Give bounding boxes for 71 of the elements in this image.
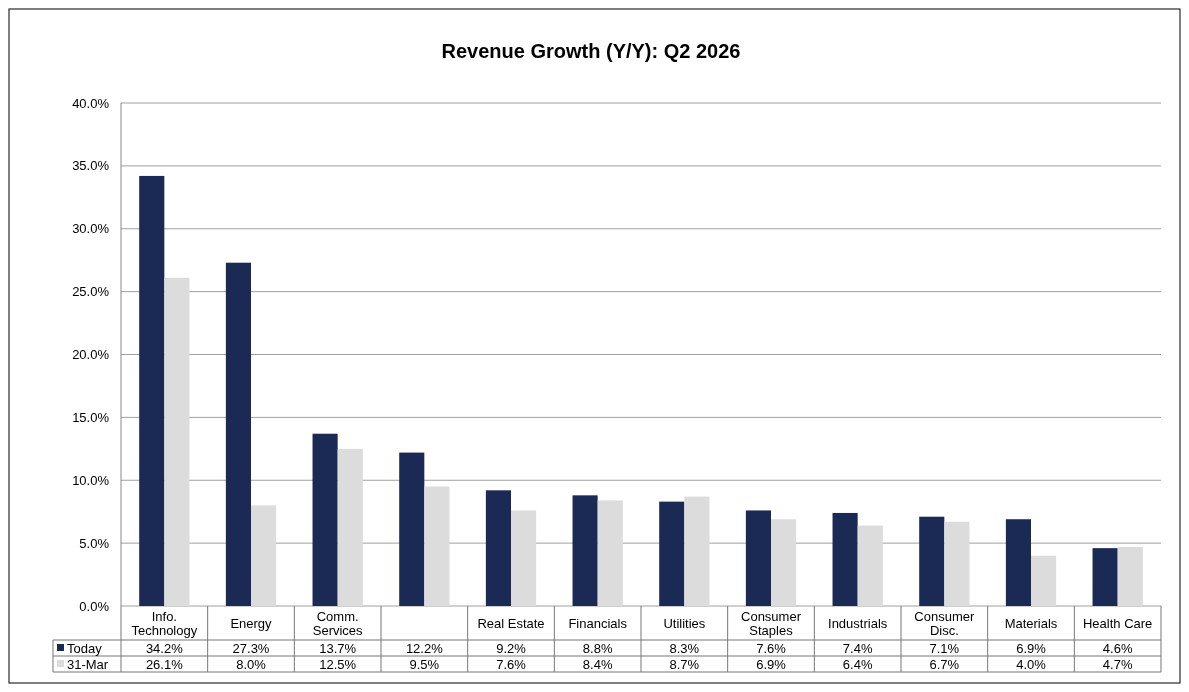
x-tick-label: Health Care	[1082, 615, 1153, 631]
x-tick-label: Industrials	[828, 615, 888, 631]
bar	[944, 521, 970, 606]
bar	[597, 500, 623, 606]
y-tick-label: 40.0%	[72, 95, 110, 111]
data-label: 8.4%	[582, 656, 613, 672]
y-tick-label: 0.0%	[79, 598, 110, 614]
bar	[1031, 555, 1057, 606]
data-label: 7.1%	[929, 640, 960, 656]
data-label: 8.3%	[669, 640, 700, 656]
x-tick-label: Energy	[230, 615, 273, 631]
bar	[312, 433, 338, 606]
bar	[511, 510, 537, 606]
data-label: 27.3%	[232, 640, 270, 656]
bar	[1005, 519, 1031, 606]
x-tick-label: Real Estate	[477, 615, 545, 631]
data-label: 8.7%	[669, 656, 700, 672]
bar	[857, 525, 883, 606]
x-tick-label: Utilities	[663, 615, 706, 631]
bar	[659, 501, 685, 606]
data-label: 13.7%	[319, 640, 357, 656]
data-label: 9.2%	[496, 640, 527, 656]
bar	[485, 490, 511, 606]
x-tick-label: Consumer Disc.	[914, 608, 975, 638]
data-label: 8.8%	[582, 640, 613, 656]
bar	[1117, 546, 1143, 606]
bar	[745, 510, 771, 606]
y-tick-label: 25.0%	[72, 284, 110, 300]
bar	[139, 175, 165, 606]
data-label: 7.6%	[756, 640, 787, 656]
chart-title: Revenue Growth (Y/Y): Q2 2026	[441, 40, 741, 62]
data-label: 12.2%	[405, 640, 444, 656]
bar	[251, 505, 277, 606]
bar	[832, 512, 858, 606]
y-tick-label: 10.0%	[72, 472, 110, 488]
bar	[399, 452, 425, 606]
data-label: 6.9%	[756, 656, 787, 672]
data-label: 26.1%	[145, 656, 184, 672]
bar	[225, 262, 251, 606]
bar	[684, 496, 710, 606]
data-label: 34.2%	[145, 640, 184, 656]
bar	[164, 277, 190, 606]
x-tick-label: Comm. Services	[312, 608, 364, 638]
x-tick-label: Materials	[1004, 615, 1058, 631]
data-label: 12.5%	[319, 656, 357, 672]
legend-label: Today	[67, 640, 103, 656]
bar	[919, 516, 945, 606]
data-label: 7.6%	[496, 656, 527, 672]
y-tick-label: 20.0%	[72, 347, 110, 363]
legend-label: 31-Mar	[67, 656, 109, 672]
data-label: 8.0%	[236, 656, 267, 672]
bar	[771, 519, 797, 606]
y-tick-label: 5.0%	[79, 535, 110, 551]
bar	[572, 495, 598, 606]
data-label: 6.9%	[1016, 640, 1047, 656]
x-tick-label: Financials	[568, 615, 628, 631]
x-tick-label: Consumer Staples	[741, 608, 802, 638]
y-tick-label: 35.0%	[72, 158, 110, 174]
data-label: 4.0%	[1016, 656, 1047, 672]
data-label: 4.7%	[1102, 656, 1133, 672]
y-tick-label: 30.0%	[72, 221, 110, 237]
data-label: 6.7%	[929, 656, 960, 672]
data-label: 7.4%	[842, 640, 873, 656]
data-label: 9.5%	[409, 656, 440, 672]
bar	[337, 448, 363, 606]
data-label: 6.4%	[842, 656, 873, 672]
y-tick-label: 15.0%	[72, 409, 110, 425]
x-tick-label: Info. Technology	[131, 608, 198, 638]
bar	[424, 486, 450, 606]
data-label: 4.6%	[1102, 640, 1133, 656]
bar	[1092, 548, 1118, 606]
